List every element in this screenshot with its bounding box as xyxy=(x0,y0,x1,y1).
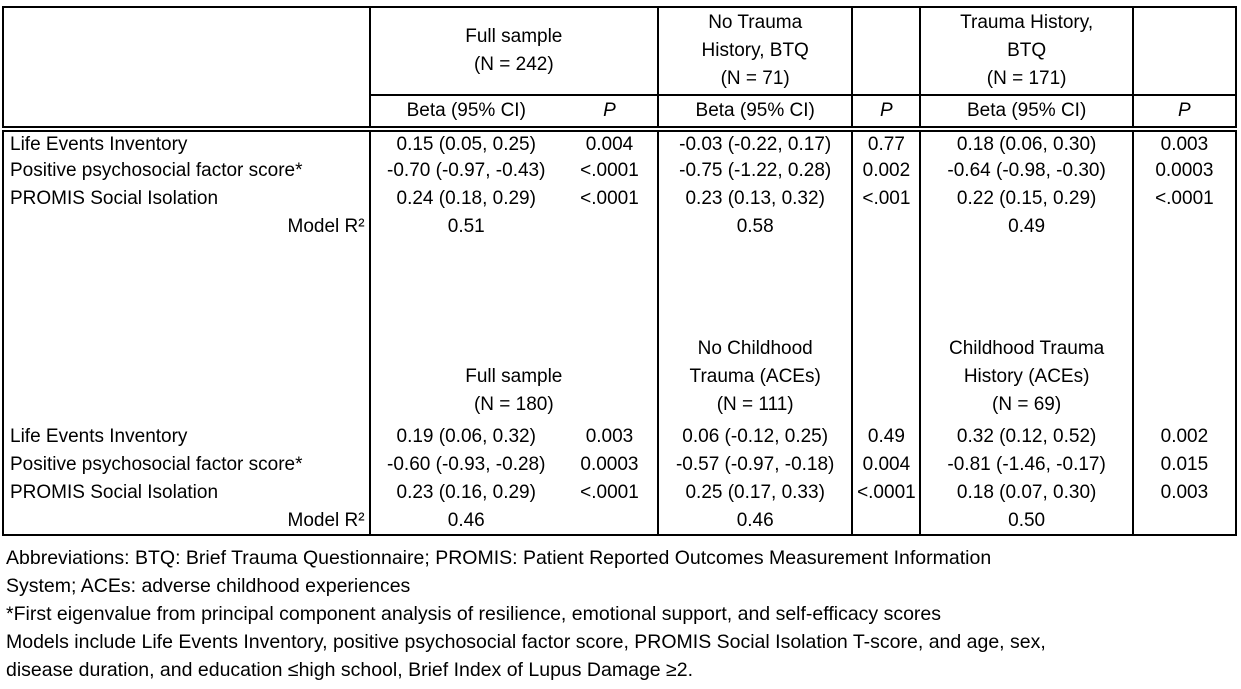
group-header-no-trauma-btq: No Trauma History, BTQ (N = 71) xyxy=(658,7,854,96)
row-label-model-r2: Model R² xyxy=(3,507,371,535)
p-value-cell: 0.49 xyxy=(852,423,922,451)
empty-header-cell xyxy=(3,95,371,132)
beta-cell: -0.75 (-1.22, 0.28) xyxy=(658,157,854,185)
row-label-model-r2: Model R² xyxy=(3,213,371,241)
model-r2-value: 0.46 xyxy=(447,509,485,531)
footnote-models-line2: disease duration, and education ≤high sc… xyxy=(6,659,694,681)
p-value-cell: <.0001 xyxy=(561,157,660,185)
p-value-cell: <.0001 xyxy=(561,185,660,213)
model-r2-value: 0.58 xyxy=(658,213,854,241)
beta-cell: -0.60 (-0.93, -0.28) xyxy=(387,454,546,475)
group-header-childhood-trauma: Childhood Trauma History (ACEs) (N = 69) xyxy=(920,241,1134,423)
beta-cell: -0.64 (-0.98, -0.30) xyxy=(920,157,1134,185)
row-label: PROMIS Social Isolation xyxy=(3,185,371,213)
beta-cell: 0.23 (0.13, 0.32) xyxy=(658,185,854,213)
group-header-full-sample-aces: Full sample (N = 180) xyxy=(369,241,660,423)
p-value-cell: 0.004 xyxy=(561,129,660,157)
p-value-cell: 0.003 xyxy=(1160,133,1209,155)
row-label: Positive psychosocial factor score* xyxy=(3,451,371,479)
beta-cell: 0.18 (0.07, 0.30) xyxy=(920,479,1134,507)
p-value-cell: 0.0003 xyxy=(561,451,660,479)
table-row: PROMIS Social Isolation 0.24 (0.18, 0.29… xyxy=(3,185,1236,213)
beta-cell: 0.19 (0.06, 0.32) xyxy=(396,426,536,447)
beta-column-header: Beta (95% CI) xyxy=(920,95,1134,132)
table-row: PROMIS Social Isolation 0.23 (0.16, 0.29… xyxy=(3,479,1236,507)
p-value-cell: 0.004 xyxy=(852,451,922,479)
beta-cell: -0.70 (-0.97, -0.43) xyxy=(387,160,546,181)
model-r2-row: Model R² 0.51 0.58 0.49 xyxy=(3,213,1236,241)
empty-cell xyxy=(1133,241,1236,423)
group-header-no-childhood-trauma: No Childhood Trauma (ACEs) (N = 111) xyxy=(658,241,854,423)
p-value-cell: 0.0003 xyxy=(1155,160,1214,181)
empty-cell xyxy=(852,213,922,241)
group-header-full-sample-btq: Full sample (N = 242) xyxy=(369,7,660,96)
group-header-row-btq: Full sample (N = 242) No Trauma History,… xyxy=(3,7,1236,96)
p-value-cell: 0.003 xyxy=(561,423,660,451)
beta-cell: 0.06 (-0.12, 0.25) xyxy=(658,423,854,451)
beta-column-header: Beta (95% CI) xyxy=(658,95,854,132)
p-value-cell: 0.015 xyxy=(1160,454,1209,475)
row-label: Life Events Inventory xyxy=(3,129,371,157)
p-column-header: P xyxy=(852,95,922,132)
beta-cell: 0.22 (0.15, 0.29) xyxy=(920,185,1134,213)
beta-cell: 0.23 (0.16, 0.29) xyxy=(396,482,536,503)
model-r2-row: Model R² 0.46 0.46 0.50 xyxy=(3,507,1236,535)
p-value-cell: <.0001 xyxy=(852,479,922,507)
beta-cell: 0.25 (0.17, 0.33) xyxy=(658,479,854,507)
empty-cell xyxy=(852,507,922,535)
empty-cell xyxy=(1133,507,1236,535)
beta-cell: 0.15 (0.05, 0.25) xyxy=(396,133,536,155)
group-header-row-aces: Full sample (N = 180) No Childhood Traum… xyxy=(3,241,1236,423)
table-row: Positive psychosocial factor score* -0.7… xyxy=(3,157,1236,185)
model-r2-value: 0.51 xyxy=(447,216,485,237)
regression-results-table: Full sample (N = 242) No Trauma History,… xyxy=(2,6,1237,536)
p-column-header: P xyxy=(1132,95,1236,132)
row-label: Life Events Inventory xyxy=(3,423,371,451)
empty-cell xyxy=(852,241,922,423)
p-value-cell: 0.77 xyxy=(852,129,922,157)
table-row: Life Events Inventory 0.19 (0.06, 0.32) … xyxy=(3,423,1236,451)
footnote-abbreviations-line2: System; ACEs: adverse childhood experien… xyxy=(6,575,411,597)
empty-header-cell xyxy=(852,7,922,96)
p-value-cell: <.0001 xyxy=(561,479,660,507)
table-footnotes: Abbreviations: BTQ: Brief Trauma Questio… xyxy=(6,544,1235,684)
corner-cell xyxy=(3,7,371,95)
beta-column-header: Beta (95% CI) xyxy=(369,95,562,132)
footnote-models-line1: Models include Life Events Inventory, po… xyxy=(6,631,1046,653)
empty-header-cell xyxy=(1132,7,1236,96)
p-value-cell: 0.002 xyxy=(1160,426,1209,447)
footnote-eigenvalue: *First eigenvalue from principal compone… xyxy=(6,603,942,625)
p-value-cell: 0.003 xyxy=(1160,482,1209,503)
model-r2-value: 0.50 xyxy=(920,507,1134,535)
footnote-abbreviations-line1: Abbreviations: BTQ: Brief Trauma Questio… xyxy=(6,547,992,569)
beta-cell: 0.32 (0.12, 0.52) xyxy=(920,423,1134,451)
empty-cell xyxy=(3,241,371,423)
beta-cell: -0.57 (-0.97, -0.18) xyxy=(658,451,854,479)
beta-cell: -0.03 (-0.22, 0.17) xyxy=(658,129,854,157)
row-label: Positive psychosocial factor score* xyxy=(3,157,371,185)
p-value-cell: <.001 xyxy=(852,185,922,213)
beta-cell: 0.24 (0.18, 0.29) xyxy=(396,188,536,209)
group-header-trauma-btq: Trauma History, BTQ (N = 171) xyxy=(920,7,1134,96)
beta-cell: -0.81 (-1.46, -0.17) xyxy=(920,451,1134,479)
empty-cell xyxy=(561,507,660,535)
empty-cell xyxy=(561,213,660,241)
row-label: PROMIS Social Isolation xyxy=(3,479,371,507)
model-r2-value: 0.49 xyxy=(920,213,1134,241)
p-value-cell: 0.002 xyxy=(852,157,922,185)
p-value-cell: <.0001 xyxy=(1155,188,1214,209)
p-column-header: P xyxy=(561,95,660,132)
model-r2-value: 0.46 xyxy=(658,507,854,535)
beta-cell: 0.18 (0.06, 0.30) xyxy=(920,129,1134,157)
empty-cell xyxy=(1133,213,1236,241)
table-row: Life Events Inventory 0.15 (0.05, 0.25) … xyxy=(3,129,1236,157)
column-header-row: Beta (95% CI) P Beta (95% CI) P Beta (95… xyxy=(3,95,1236,132)
table-row: Positive psychosocial factor score* -0.6… xyxy=(3,451,1236,479)
